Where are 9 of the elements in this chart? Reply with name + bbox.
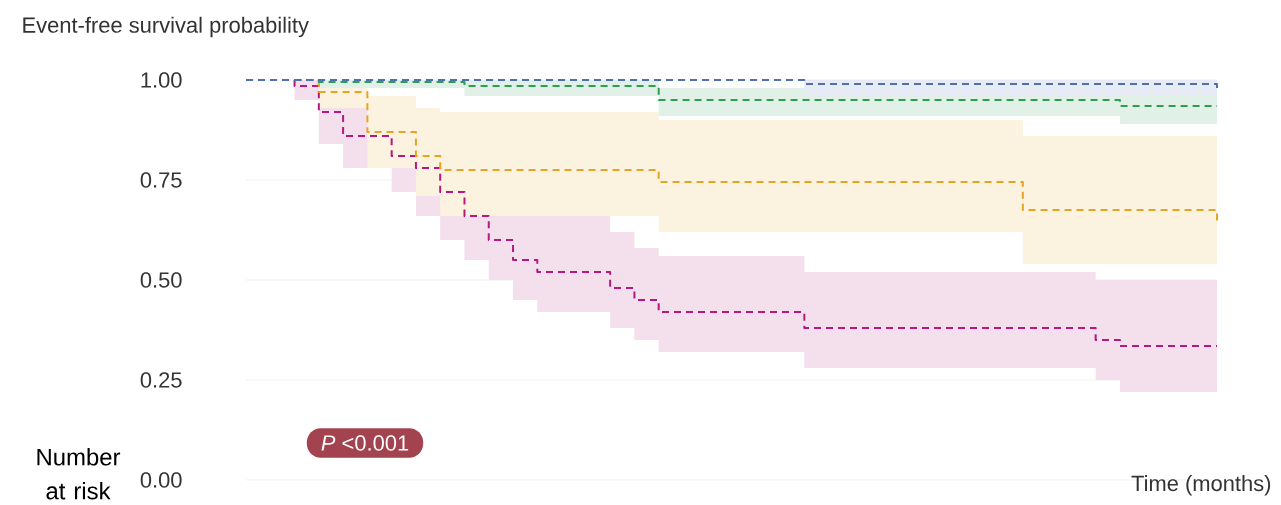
y-tick-label: 0.50 [140, 272, 182, 288]
y-axis-title: Event-free survival probability [23, 16, 309, 38]
x-axis-title: Time (months) [1131, 475, 1271, 496]
y-tick-label: 0.75 [140, 172, 182, 188]
y-tick-label: 1.00 [141, 72, 182, 88]
text: Number at risk [37, 448, 121, 500]
y-tick-label: 0.25 [140, 372, 182, 388]
annotation: P <0.001 [321, 435, 409, 451]
y-tick-label: 0.00 [140, 472, 182, 488]
